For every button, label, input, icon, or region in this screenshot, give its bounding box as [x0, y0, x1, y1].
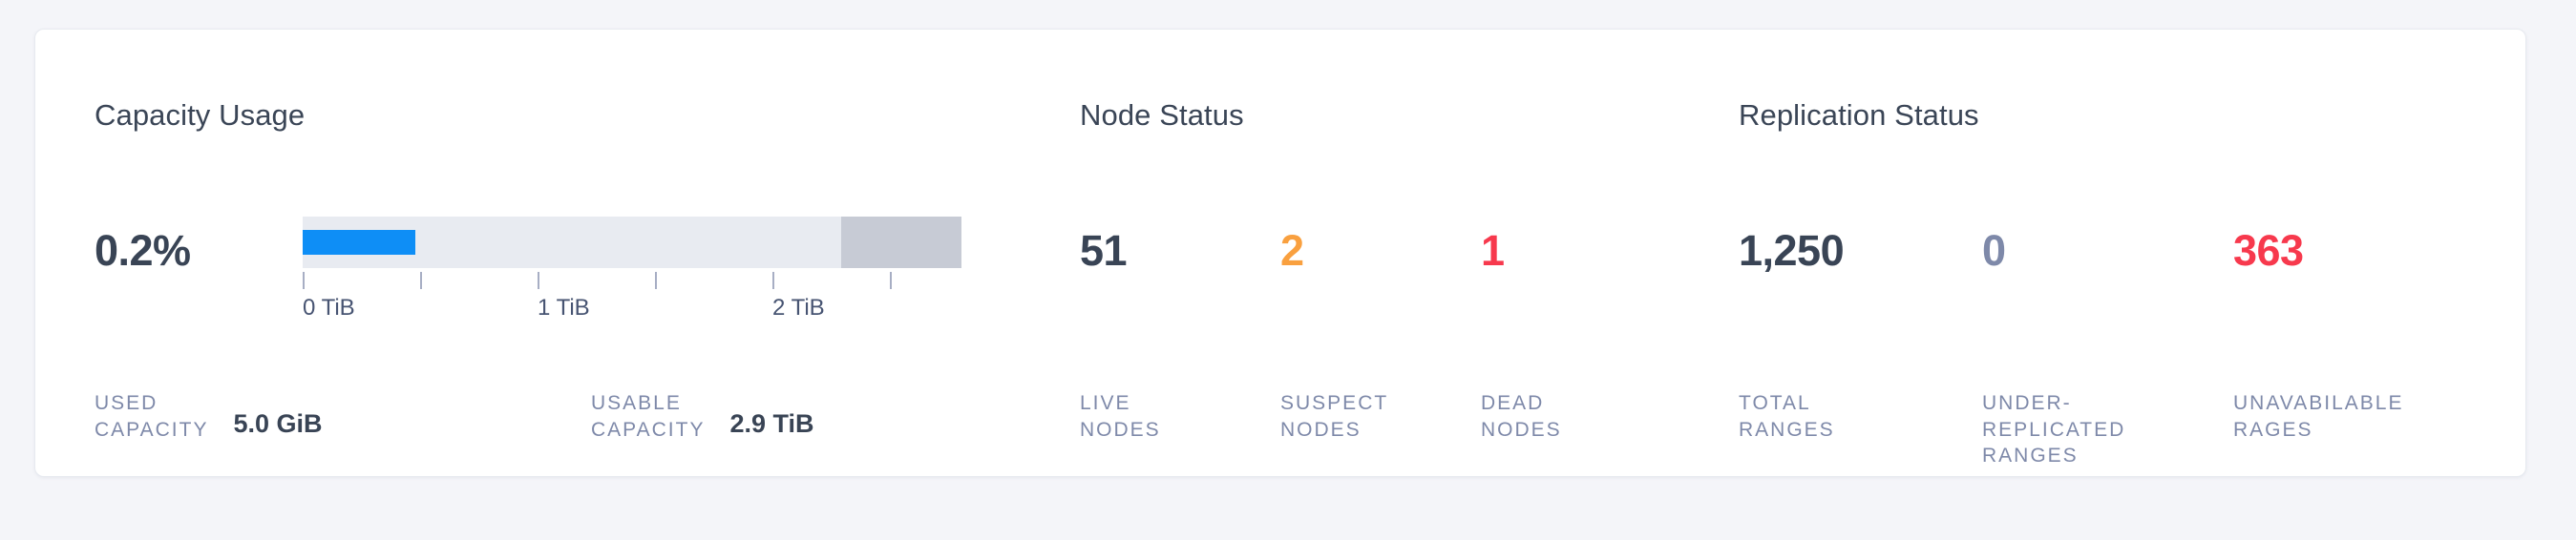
replication-status-title: Replication Status — [1739, 98, 1979, 132]
capacity-usage-title: Capacity Usage — [95, 98, 306, 132]
axis-tick — [890, 272, 892, 289]
cluster-summary-card: Capacity Usage 0.2% — [34, 29, 2526, 477]
stat-unavailable-ranges-label: UNAVABILABLE RAGES — [2233, 392, 2404, 441]
stat-live-nodes-label: LIVE NODES — [1080, 392, 1161, 441]
capacity-bar-chart[interactable]: 0 TiB 1 TiB 2 TiB — [303, 217, 961, 325]
capacity-bar-used-fill — [303, 230, 415, 255]
axis-tick-label: 1 TiB — [538, 295, 590, 321]
stat-unavailable-ranges-value[interactable]: 363 — [2233, 226, 2304, 275]
capacity-usage-chart-row: 0.2% — [95, 217, 1049, 321]
capacity-bar-track — [303, 217, 961, 268]
metric-usable-capacity-value: 2.9 TiB — [729, 409, 814, 438]
capacity-bar-unusable-fill — [841, 217, 961, 268]
metric-used-capacity: USED CAPACITY 5.0 GiB — [95, 390, 323, 443]
axis-tick — [420, 272, 422, 289]
axis-tick-label: 2 TiB — [772, 295, 825, 321]
replication-status-section: Replication Status 1,250 0 363 TOTAL RAN… — [1739, 30, 2493, 476]
metric-used-capacity-label: USED CAPACITY — [95, 392, 209, 441]
metric-usable-capacity-label: USABLE CAPACITY — [591, 392, 706, 441]
axis-tick — [303, 272, 305, 289]
capacity-bar-tick-labels: 0 TiB 1 TiB 2 TiB — [303, 295, 961, 325]
capacity-usage-section: Capacity Usage 0.2% — [95, 30, 1049, 476]
stat-total-ranges-label: TOTAL RANGES — [1739, 392, 1835, 441]
stat-suspect-nodes-label: SUSPECT NODES — [1280, 392, 1389, 441]
metric-usable-capacity: USABLE CAPACITY 2.9 TiB — [591, 390, 814, 443]
axis-tick — [772, 272, 774, 289]
stat-under-replicated-ranges-label: UNDER- REPLICATED RANGES — [1982, 392, 2126, 467]
stat-live-nodes-value[interactable]: 51 — [1080, 226, 1128, 275]
axis-tick — [655, 272, 657, 289]
node-status-title: Node Status — [1080, 98, 1244, 132]
node-status-section: Node Status 51 2 1 LIVE NODES SUSPECT NO… — [1080, 30, 1700, 476]
capacity-percent-value: 0.2% — [95, 226, 191, 275]
summary-sections: Capacity Usage 0.2% — [35, 30, 2525, 476]
capacity-bar-ticks — [303, 272, 961, 295]
axis-tick — [538, 272, 539, 289]
stat-total-ranges-value[interactable]: 1,250 — [1739, 226, 1845, 275]
axis-tick-label: 0 TiB — [303, 295, 355, 321]
stat-under-replicated-ranges-value[interactable]: 0 — [1982, 226, 2006, 275]
stat-dead-nodes-value[interactable]: 1 — [1481, 226, 1505, 275]
metric-used-capacity-value: 5.0 GiB — [233, 409, 323, 438]
stat-dead-nodes-label: DEAD NODES — [1481, 392, 1562, 441]
stat-suspect-nodes-value[interactable]: 2 — [1280, 226, 1304, 275]
